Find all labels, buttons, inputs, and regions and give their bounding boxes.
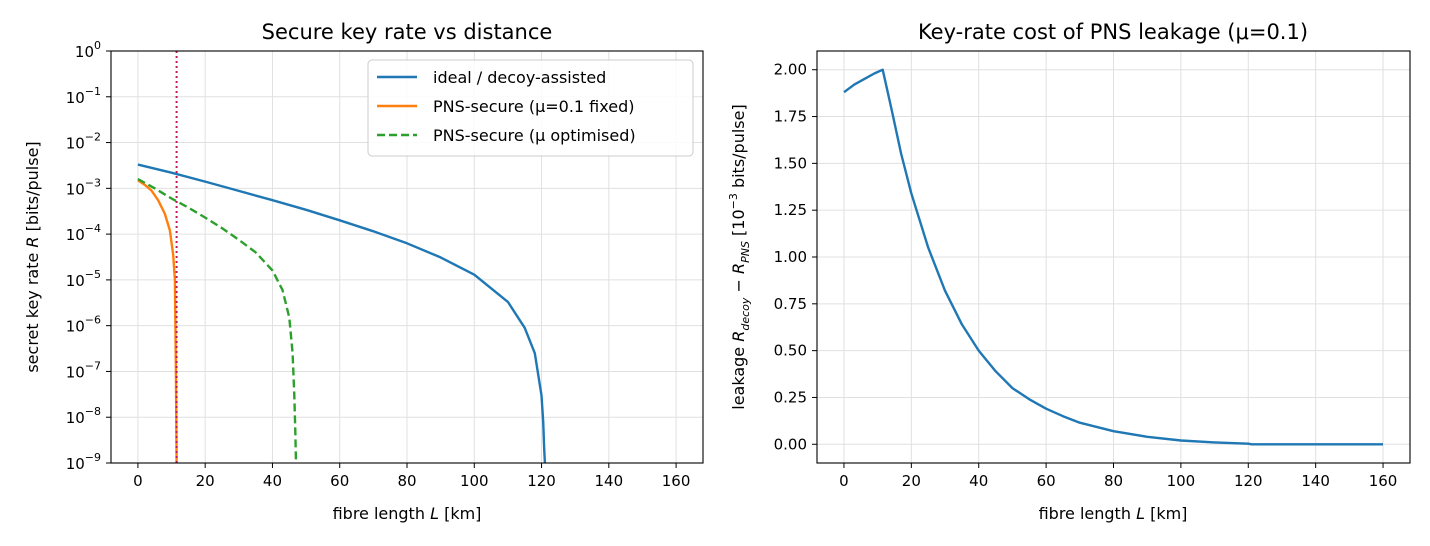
x-tick-label: 80 [1104,472,1123,490]
y-tick-label: 1.00 [774,248,807,266]
y-tick-label: 10−7 [66,359,101,381]
y-tick-label: 1.25 [774,201,807,219]
x-tick-label: 0 [839,472,849,490]
y-tick-label: 10−3 [66,176,101,198]
x-tick-label: 120 [1234,472,1263,490]
series-lines [843,68,1383,446]
y-tick-label: 10−5 [66,268,101,290]
y-tick-label: 1.75 [774,108,807,126]
x-tick-label: 100 [460,472,489,490]
y-tick-label: 1.50 [774,154,807,172]
grid [817,51,1410,463]
y-axis-label: leakage Rdecoy − RPNS [10−3 bits/pulse] [727,104,752,409]
x-axis-label: fibre length L [km] [1039,504,1188,523]
chart-title: Key-rate cost of PNS leakage (μ=0.1) [918,20,1308,44]
legend-label-ideal: ideal / decoy-assisted [433,68,606,87]
x-tick-label: 140 [594,472,623,490]
series-lines [137,51,547,464]
x-tick-label: 80 [397,472,416,490]
legend-label-pns-fixed: PNS-secure (μ=0.1 fixed) [433,97,634,116]
y-tick-label: 0.50 [774,342,807,360]
x-tick-label: 0 [133,472,143,490]
x-tick-label: 100 [1167,472,1196,490]
x-tick-label: 120 [527,472,556,490]
y-tick-label: 10−9 [66,451,101,473]
key-rate-chart: Secure key rate vs distance 0 20 40 60 80 100… [23,20,704,523]
leakage-chart: Key-rate cost of PNS leakage (μ=0.1) 0 20… [727,20,1411,523]
y-tick-label: 10−1 [66,85,101,107]
y-tick-label: 10−4 [66,222,101,244]
series-line-2 [137,177,298,464]
legend-label-pns-optimised: PNS-secure (μ optimised) [433,126,636,145]
y-tick-label: 0.25 [774,388,807,406]
plot-frame [110,50,704,464]
x-tick-label: 160 [1369,472,1398,490]
y-tick-label: 10−6 [66,314,101,336]
y-tick-label: 0.00 [774,435,807,453]
x-tick-label: 60 [330,472,349,490]
y-axis-label: secret key rate R [bits/pulse] [23,141,42,372]
axis-ticks: 0 20 40 60 80 100 120 140 160 100 10−1 10−2 10−3 10−4… [66,39,691,490]
x-axis-label: fibre length L [km] [333,504,482,523]
y-tick-label: 10−8 [66,405,101,427]
x-tick-label: 40 [263,472,282,490]
y-tick-label: 2.00 [774,61,807,79]
plot-frame [816,50,1411,464]
x-tick-label: 20 [196,472,215,490]
series-line-1 [137,179,178,464]
y-tick-label: 0.75 [774,295,807,313]
legend: ideal / decoy-assisted PNS-secure (μ=0.1… [367,59,694,157]
x-tick-label: 140 [1301,472,1330,490]
y-tick-label: 10−2 [66,131,101,153]
y-tick-label: 100 [75,39,101,61]
series-line-0 [843,68,1383,446]
series-line-0 [137,163,547,464]
axis-ticks: 0 20 40 60 80 100 120 140 160 0.00 0.25 0.50 0.75 1.0… [774,61,1398,490]
x-tick-label: 40 [969,472,988,490]
x-tick-label: 160 [662,472,691,490]
chart-title: Secure key rate vs distance [262,20,553,44]
x-tick-label: 20 [902,472,921,490]
legend-box [367,59,694,157]
x-tick-label: 60 [1037,472,1056,490]
